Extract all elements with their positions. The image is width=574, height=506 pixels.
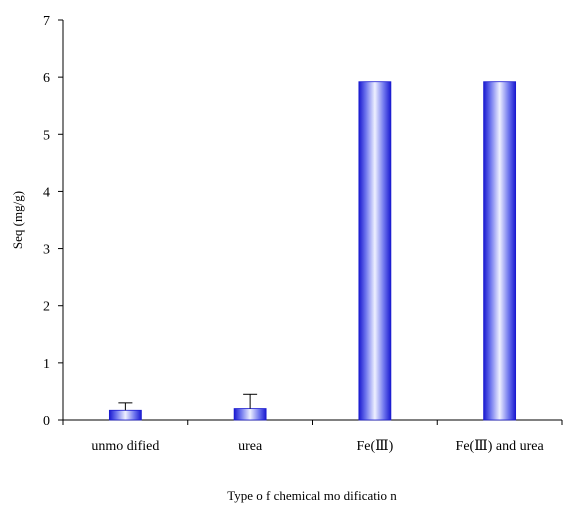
error-bar bbox=[243, 393, 258, 409]
x-axis-title: Type o f chemical mo dificatio n bbox=[227, 488, 397, 503]
y-axis-title: Seq (mg/g) bbox=[10, 191, 25, 249]
bar bbox=[483, 81, 517, 421]
y-tick-label: 1 bbox=[43, 357, 50, 372]
category-label: Fe(Ⅲ) bbox=[356, 439, 393, 454]
bar bbox=[233, 408, 267, 421]
y-tick-label: 6 bbox=[43, 71, 50, 86]
error-bar bbox=[118, 402, 133, 411]
x-ticks bbox=[62, 420, 563, 425]
y-ticks: 0 1 2 3 4 5 6 7 bbox=[43, 14, 63, 429]
bars bbox=[108, 81, 517, 421]
category-label: Fe(Ⅲ) and urea bbox=[456, 439, 545, 454]
y-tick-label: 2 bbox=[43, 300, 50, 315]
y-tick-label: 3 bbox=[43, 243, 50, 258]
y-tick-label: 0 bbox=[43, 414, 50, 429]
bar bbox=[358, 81, 392, 421]
category-label: unmo dified bbox=[91, 439, 159, 454]
error-bars bbox=[118, 393, 258, 411]
bar bbox=[108, 409, 142, 421]
y-tick-label: 4 bbox=[43, 185, 50, 200]
category-labels: unmo dified urea Fe(Ⅲ) Fe(Ⅲ) and urea bbox=[91, 439, 544, 454]
y-tick-label: 5 bbox=[43, 128, 50, 143]
category-label: urea bbox=[238, 439, 263, 454]
y-tick-label: 7 bbox=[43, 14, 50, 29]
